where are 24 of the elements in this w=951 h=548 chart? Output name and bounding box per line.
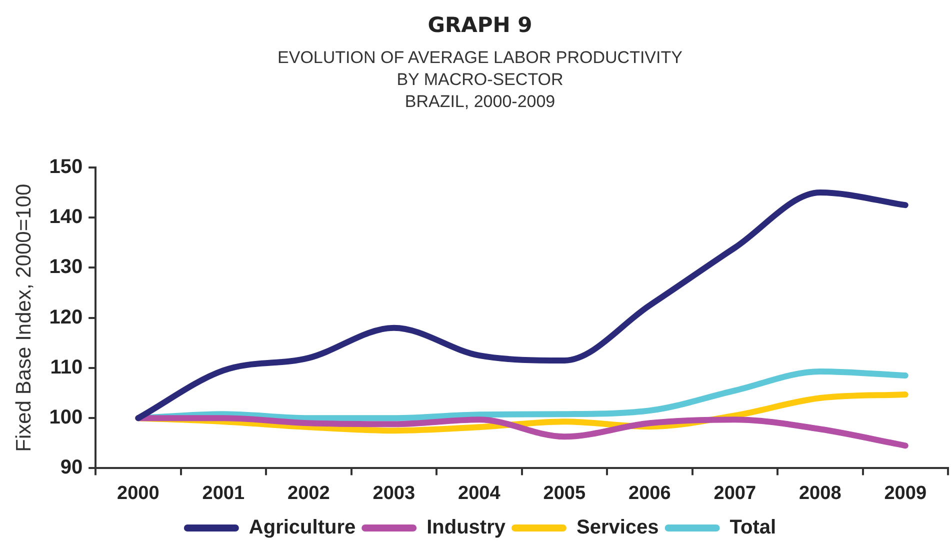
y-tick-label: 130 (49, 256, 83, 278)
x-tick-label: 2000 (117, 482, 160, 504)
legend-label: Agriculture (248, 516, 356, 539)
x-tick-label: 2003 (372, 482, 416, 504)
y-tick-label: 110 (50, 356, 83, 378)
y-tick-label: 140 (49, 206, 83, 228)
chart-title: GRAPH 9 (428, 13, 532, 38)
legend-label: Services (576, 516, 659, 539)
x-tick-label: 2002 (288, 482, 330, 504)
chart-subtitle: EVOLUTION OF AVERAGE LABOR PRODUCTIVITY BY MACRO-SECTOR BRAZIL, 2000-2009 (278, 48, 682, 112)
legend-label: Industry (426, 516, 506, 539)
x-tick-label: 2005 (543, 482, 586, 504)
y-tick-label: 100 (49, 406, 83, 429)
x-tick-label: 2004 (458, 482, 501, 504)
x-tick-label: 2006 (628, 482, 671, 504)
x-tick-label: 2009 (884, 482, 927, 504)
x-tick-label: 2008 (798, 482, 842, 504)
y-tick-label: 90 (60, 456, 83, 479)
x-tick-label: 2001 (202, 482, 245, 504)
y-tick-label: 120 (49, 306, 83, 328)
x-tick-label: 2007 (714, 482, 756, 504)
y-tick-label: 150 (49, 156, 83, 178)
y-axis-title: Fixed Base Index, 2000=100 (12, 184, 36, 452)
legend-label: Total (730, 516, 776, 539)
